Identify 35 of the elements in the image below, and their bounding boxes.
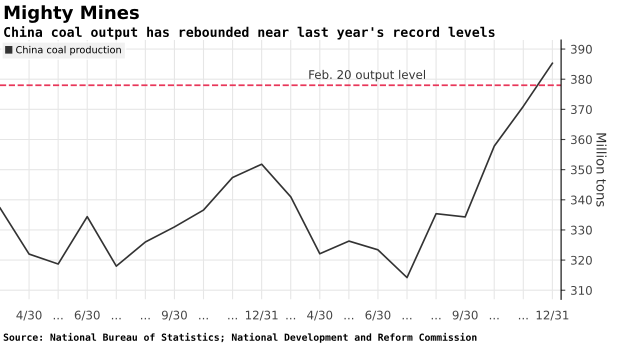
x-tick-label: 6/30 [74,310,100,320]
y-tick-label: 380 [571,74,592,84]
x-tick-label: ... [199,318,208,320]
x-tick-label: ... [54,318,62,320]
x-tick-label: ... [432,318,440,320]
source-note: Source: National Bureau of Statistics; National Development and Reform Commission [4,332,476,343]
x-tick-label: 9/30 [162,310,187,320]
y-tick-label: 390 [571,44,592,54]
x-tick-label: 12/31 [536,310,568,320]
x-tick-label: ... [140,318,150,320]
x-tick-label: ... [402,318,412,320]
y-tick-label: 330 [571,226,592,235]
y-axis-title: Million tons [596,133,607,207]
legend-label: China coal production [16,46,121,56]
x-tick-label: ... [490,318,499,320]
y-tick-label: 320 [571,256,592,265]
x-tick-label: 4/30 [16,310,42,320]
y-tick-label: 310 [571,286,592,295]
x-tick-label: 4/30 [307,310,332,320]
x-tick-label: ... [344,318,354,320]
chart-subtitle: China coal output has rebounded near last year's record levels [4,26,495,40]
x-tick-label: ... [518,318,528,320]
line-series [0,62,554,278]
y-tick-label: 360 [571,135,592,144]
y-tick-label: 340 [571,196,592,204]
ref-line-label: Feb. 20 output level [309,70,426,82]
x-tick-label: 9/30 [452,310,478,320]
y-tick-label: 350 [571,165,592,174]
y-tick-label: 370 [571,105,592,114]
x-tick-label: ... [112,318,121,320]
chart-title: Mighty Mines [4,5,139,23]
x-tick-label: 12/31 [246,310,278,320]
x-tick-label: 6/30 [366,310,390,320]
x-tick-label: ... [228,318,237,320]
x-tick-label: ... [286,318,296,320]
